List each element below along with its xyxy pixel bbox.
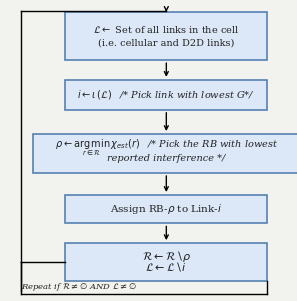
Text: $\rho \leftarrow \underset{r\in\mathcal{R}}{\arg\min}\,\chi_{est}(r)\;\;$ /* Pic: $\rho \leftarrow \underset{r\in\mathcal{… bbox=[55, 138, 278, 158]
Text: (i.e. cellular and D2D links): (i.e. cellular and D2D links) bbox=[98, 38, 235, 47]
Text: Repeat if $\mathcal{R} \neq \varnothing$ AND $\mathcal{L} \neq \varnothing$: Repeat if $\mathcal{R} \neq \varnothing$… bbox=[21, 281, 137, 293]
FancyBboxPatch shape bbox=[65, 243, 267, 281]
Text: $\mathcal{R} \leftarrow \mathcal{R}\!\setminus\!\rho$: $\mathcal{R} \leftarrow \mathcal{R}\!\se… bbox=[142, 249, 191, 264]
Text: Assign RB-$\rho$ to Link-$i$: Assign RB-$\rho$ to Link-$i$ bbox=[110, 202, 222, 216]
FancyBboxPatch shape bbox=[65, 12, 267, 60]
FancyBboxPatch shape bbox=[65, 80, 267, 110]
FancyBboxPatch shape bbox=[65, 195, 267, 223]
Text: reported interference */: reported interference */ bbox=[107, 154, 225, 163]
Text: $i \leftarrow \iota\,(\mathcal{L})\;\;$ /* Pick link with lowest G*/: $i \leftarrow \iota\,(\mathcal{L})\;\;$ … bbox=[78, 88, 255, 101]
Text: $\mathcal{L} \leftarrow$ Set of all links in the cell: $\mathcal{L} \leftarrow$ Set of all link… bbox=[93, 24, 239, 35]
Text: $\mathcal{L} \leftarrow \mathcal{L}\!\setminus\! i$: $\mathcal{L} \leftarrow \mathcal{L}\!\se… bbox=[145, 261, 187, 274]
FancyBboxPatch shape bbox=[33, 134, 297, 173]
